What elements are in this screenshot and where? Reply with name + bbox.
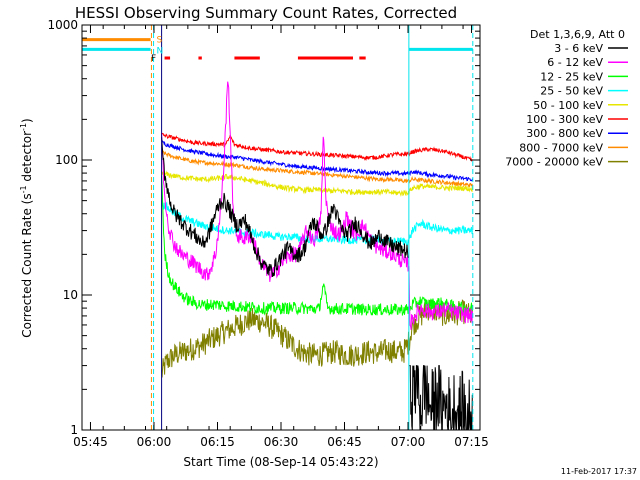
- series-line-3-6-kev: [161, 137, 409, 277]
- footer-date: 11-Feb-2017 17:37: [561, 467, 637, 476]
- y-label-sup1: -1: [19, 185, 28, 193]
- series-line-800-7000-kev: [161, 149, 473, 188]
- x-tick-label: 07:00: [391, 435, 426, 449]
- legend-label: 3 - 6 keV: [554, 42, 603, 55]
- series-line-3-6-kev-after-gap: [409, 365, 473, 431]
- plot-area: [82, 25, 474, 431]
- x-tick-label: 06:30: [264, 435, 299, 449]
- legend-label: 50 - 100 keV: [533, 99, 603, 112]
- legend-label: 6 - 12 keV: [547, 56, 603, 69]
- series-line-50-100-kev: [161, 170, 473, 197]
- y-axis-label: Corrected Count Rate (s-1 detector-1): [19, 118, 34, 337]
- x-axis-label: Start Time (08-Sep-14 05:43:22): [183, 455, 378, 469]
- series-line-12-25-kev: [161, 175, 473, 316]
- legend-label: 7000 - 20000 keV: [505, 156, 603, 169]
- series-line-7000-20000-kev: [161, 299, 473, 378]
- series-line-300-800-kev: [161, 140, 473, 182]
- x-tick-label: 06:15: [200, 435, 235, 449]
- series-line-6-12-kev: [161, 81, 473, 330]
- chart-title: HESSI Observing Summary Count Rates, Cor…: [75, 4, 457, 22]
- legend-label: 100 - 300 keV: [526, 113, 603, 126]
- plot-frame: [81, 24, 481, 431]
- legend-label: 300 - 800 keV: [526, 127, 603, 140]
- y-label-main: Corrected Count Rate (s: [20, 193, 34, 337]
- flag-letter-n: N: [157, 46, 164, 56]
- y-tick-label: 1000: [47, 18, 78, 32]
- series-line-100-300-kev: [161, 132, 473, 162]
- x-tick-label: 06:00: [137, 435, 172, 449]
- x-tick-label: 07:15: [454, 435, 489, 449]
- legend-label: 12 - 25 keV: [540, 70, 603, 83]
- flag-letter-f: F: [151, 54, 156, 64]
- y-tick-label: 100: [55, 153, 78, 167]
- y-tick-label: 1: [70, 423, 78, 437]
- y-axis: 1 10 100 1000: [47, 18, 480, 437]
- legend-label: 800 - 7000 keV: [519, 141, 603, 154]
- flag-letter-s: S: [157, 36, 163, 46]
- legend-header: Det 1,3,6,9, Att 0: [530, 28, 625, 41]
- flag-labels: SNF: [151, 36, 163, 64]
- y-label-end: ): [20, 118, 34, 123]
- y-label-mid: detector: [20, 131, 34, 186]
- x-axis: 05:45 06:00 06:15 06:30 06:45 07:00 07:15: [73, 25, 489, 449]
- y-tick-label: 10: [63, 288, 78, 302]
- y-label-sup2: -1: [19, 123, 28, 131]
- legend-label: 25 - 50 keV: [540, 85, 603, 98]
- x-tick-label: 05:45: [73, 435, 108, 449]
- x-tick-label: 06:45: [327, 435, 362, 449]
